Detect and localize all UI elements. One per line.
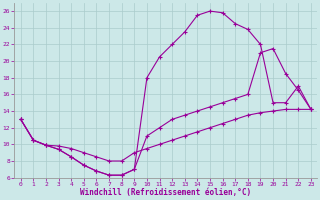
X-axis label: Windchill (Refroidissement éolien,°C): Windchill (Refroidissement éolien,°C) [80,188,252,197]
